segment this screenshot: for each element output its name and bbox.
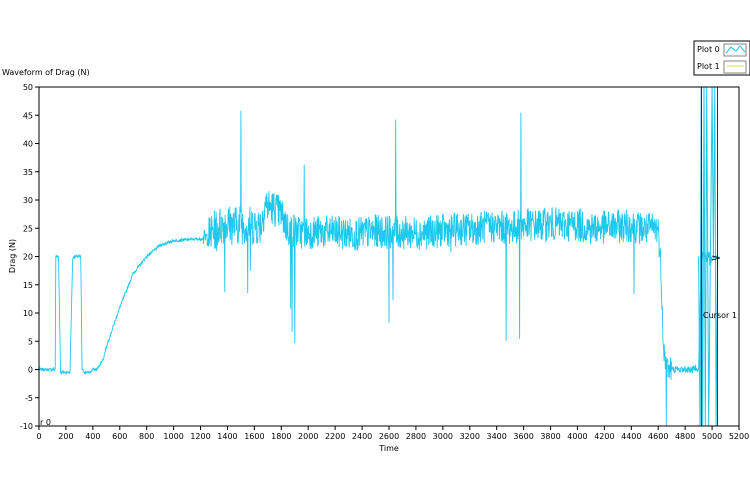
legend: Plot 0 Plot 1 (693, 40, 750, 76)
chart-title: Waveform of Drag (N) (2, 68, 90, 77)
y-tick-label: 15 (23, 281, 33, 290)
x-tick-label: 0 (36, 432, 41, 441)
x-tick-label: 3800 (540, 432, 560, 441)
series-plot-0-line (39, 110, 720, 426)
y-tick-label: 30 (23, 196, 33, 205)
legend-item-plot-1: Plot 1 (697, 62, 720, 71)
y-tick-label: 50 (23, 83, 33, 92)
x-tick-label: 2600 (379, 432, 399, 441)
y-tick-label: 45 (23, 111, 33, 120)
plot-area (39, 87, 720, 426)
cursor-0-label: r 0 (40, 418, 51, 427)
x-axis-label: Time (378, 444, 399, 453)
y-axis-label: Drag (N) (8, 239, 17, 273)
y-tick-label: 0 (28, 366, 33, 375)
y-tick-label: -5 (25, 394, 33, 403)
x-tick-label: 1600 (244, 432, 264, 441)
series-group-plot-0 (39, 87, 720, 426)
y-tick-label: 10 (23, 309, 33, 318)
x-tick-label: 4800 (675, 432, 695, 441)
x-tick-label: 4600 (648, 432, 668, 441)
cursor-1-label: Cursor 1 (703, 311, 737, 320)
x-tick-label: 1200 (190, 432, 210, 441)
y-tick-label: 20 (23, 253, 33, 262)
x-axis-ticks: 0 200 400 600 800 1000 1200 1400 1600 1800 2000 220… (36, 426, 749, 441)
legend-swatch-plot-0-line (725, 45, 746, 54)
y-tick-label: 35 (23, 168, 33, 177)
x-tick-label: 2000 (298, 432, 318, 441)
x-tick-label: 1400 (217, 432, 237, 441)
x-tick-label: 5000 (702, 432, 722, 441)
x-tick-label: 1800 (271, 432, 291, 441)
x-tick-label: 200 (58, 432, 73, 441)
y-tick-label: 40 (23, 140, 33, 149)
cursor-1-marker[interactable] (711, 255, 721, 261)
x-tick-label: 800 (139, 432, 154, 441)
x-tick-label: 4400 (621, 432, 641, 441)
x-tick-label: 3600 (513, 432, 533, 441)
y-tick-label: 25 (23, 224, 33, 233)
x-tick-label: 4000 (567, 432, 587, 441)
x-tick-label: 2400 (352, 432, 372, 441)
x-tick-label: 400 (85, 432, 100, 441)
x-tick-label: 1000 (163, 432, 183, 441)
x-tick-label: 2200 (325, 432, 345, 441)
x-tick-label: 3200 (460, 432, 480, 441)
y-axis-ticks: -10 -5 0 5 10 15 20 25 30 35 40 45 50 (20, 83, 39, 431)
x-tick-label: 2800 (406, 432, 426, 441)
x-tick-label: 5200 (729, 432, 749, 441)
x-tick-label: 4200 (594, 432, 614, 441)
x-tick-label: 3000 (433, 432, 453, 441)
x-tick-label: 600 (112, 432, 127, 441)
y-tick-label: 5 (28, 337, 33, 346)
y-tick-label: -10 (20, 422, 33, 431)
x-tick-label: 3400 (487, 432, 507, 441)
legend-item-plot-0: Plot 0 (697, 45, 720, 54)
plot-frame (38, 86, 740, 427)
